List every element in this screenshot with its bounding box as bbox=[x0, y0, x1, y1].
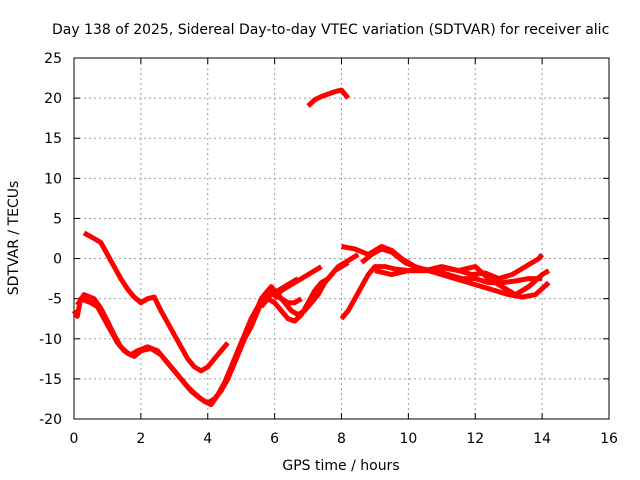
y-tick-label: -20 bbox=[39, 412, 62, 428]
series-arc-1 bbox=[82, 230, 230, 374]
x-tick-label: 16 bbox=[600, 431, 618, 447]
x-tick-label: 10 bbox=[399, 431, 417, 447]
series-group bbox=[71, 87, 551, 408]
y-tick-label: 5 bbox=[53, 211, 62, 227]
y-axis-label: SDTVAR / TECUs bbox=[6, 181, 22, 296]
y-tick-label: -15 bbox=[39, 372, 62, 388]
y-tick-labels: -20 -15 -10 -5 0 5 10 15 20 25 bbox=[39, 51, 62, 428]
series-arc-5 bbox=[259, 260, 350, 324]
x-tick-label: 4 bbox=[203, 431, 212, 447]
x-tick-label: 2 bbox=[136, 431, 145, 447]
series-arc-6 bbox=[272, 264, 323, 301]
axis-ticks bbox=[73, 57, 610, 420]
y-tick-label: 0 bbox=[53, 252, 62, 268]
y-tick-label: 20 bbox=[44, 91, 62, 107]
y-tick-label: 15 bbox=[44, 131, 62, 147]
x-tick-label: 8 bbox=[337, 431, 346, 447]
chart-title: Day 138 of 2025, Sidereal Day-to-day VTE… bbox=[52, 22, 609, 38]
y-tick-label: -5 bbox=[48, 292, 62, 308]
x-tick-label: 6 bbox=[270, 431, 279, 447]
x-tick-label: 0 bbox=[70, 431, 79, 447]
x-tick-label: 14 bbox=[533, 431, 551, 447]
series-arc-7 bbox=[306, 87, 351, 108]
x-axis-label: GPS time / hours bbox=[282, 458, 399, 474]
series-arc-11 bbox=[374, 264, 551, 298]
y-tick-label: 10 bbox=[44, 171, 62, 187]
y-tick-label: -10 bbox=[39, 332, 62, 348]
x-tick-labels: 0 2 4 6 8 10 12 14 16 bbox=[70, 431, 618, 447]
x-tick-label: 12 bbox=[466, 431, 484, 447]
y-tick-label: 25 bbox=[44, 51, 62, 67]
grid bbox=[74, 58, 609, 419]
